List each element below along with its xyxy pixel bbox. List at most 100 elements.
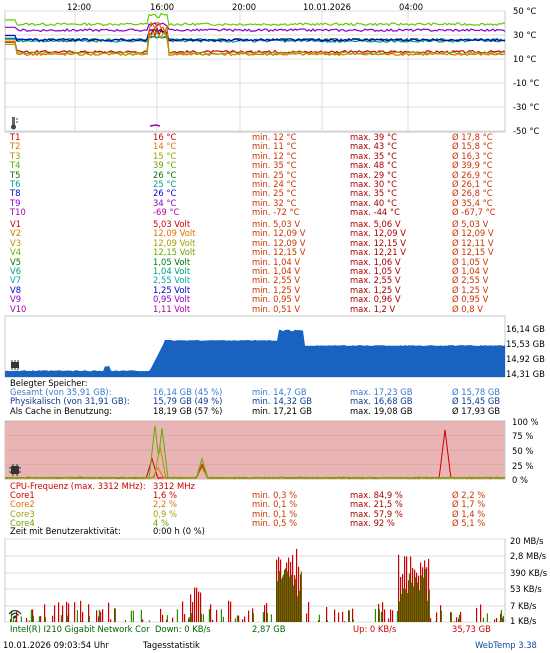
upload-bar [182,601,184,622]
download-bar [440,610,442,622]
temperature-min: min. 11 °C [252,141,297,152]
upload-bar [334,609,336,622]
time-label: 04:00 [399,2,424,12]
download-bar [266,612,268,622]
download-bar [418,590,420,622]
voltage-avg: Ø 12,15 V [452,247,494,258]
upload-bar [294,575,296,622]
memory-avg: Ø 15,45 GB [452,396,501,407]
upload-bar [230,601,232,622]
download-bar [14,619,16,622]
cpu-name: Core3 [10,508,35,519]
plot-area [4,10,506,133]
temperature-max: max. -44 °C [350,207,400,218]
y-label: -30 °C [513,102,540,112]
upload-bar [74,602,76,622]
voltage-max: max. 12,09 V [350,228,406,239]
voltage-min: min. 1,25 V [252,284,301,295]
upload-bar [98,616,100,622]
webtemp-brand[interactable]: WebTemp 3.38 [475,640,537,650]
upload-bar [228,600,230,622]
download-bar [482,617,484,622]
upload-bar [288,557,290,622]
download-bar [236,615,238,622]
daily-stats-link[interactable]: Tagesstatistik [143,640,200,650]
upload-bar [16,611,18,622]
voltage-avg: Ø 12,09 V [452,228,494,239]
cpu-frequency-label: CPU-Frequenz (max. 3312 MHz): [10,481,146,491]
upload-bar [248,610,250,622]
download-bar [166,615,168,622]
y-label: 25 % [512,461,534,471]
t9-line [5,22,506,33]
temperature-chart-svg [4,10,506,133]
upload-bar [216,609,218,622]
upload-bar [480,604,482,622]
upload-bar [172,617,174,622]
memory-min: min. 17,21 GB [252,405,312,416]
voltage-min: min. 12,09 V [252,228,306,239]
cpu-name: Core4 [10,518,35,529]
upload-bar [412,567,414,622]
upload-bar [308,602,310,622]
current-datetime: 10.01.2026 09:03:54 Uhr [3,640,109,650]
upload-bar [450,612,452,622]
temperature-avg: Ø 15,8 °C [452,141,493,152]
temperature-min: min. 24 °C [252,179,297,189]
download-bar [412,586,414,622]
download-bar [220,609,222,622]
download-bar [402,588,404,622]
temperature-max: max. 48 °C [350,160,397,171]
y-label: 1 KB/s [510,616,537,626]
upload-bar [460,611,462,622]
download-bar [148,620,150,622]
upload-bar [306,613,308,622]
upload-bar [284,570,286,622]
download-bar [10,610,12,622]
upload-bar [290,561,292,622]
upload-bar [114,608,116,622]
voltage-min: min. 1,04 V [252,266,301,276]
memory-max: max. 16,68 GB [350,396,413,407]
temperature-min: min. 12 °C [252,132,297,142]
temperature-cur: 26 °C [153,169,177,180]
download-bar [292,585,294,622]
voltage-name: V6 [10,266,22,276]
voltage-avg: Ø 0,95 V [452,294,489,305]
voltage-min: min. 12,09 V [252,237,306,248]
upload-bar [416,572,418,622]
thermometer-icon [11,117,18,130]
voltage-name: V1 [10,219,22,229]
voltage-min: min. 5,03 V [252,219,301,229]
download-bar [406,592,408,622]
y-label: 390 KB/s [510,568,548,578]
memory-min: min. 14,7 GB [252,387,307,397]
temperature-avg: Ø 35,4 °C [452,197,493,208]
temperature-max: max. 35 °C [350,150,397,161]
voltage-avg: Ø 2,55 V [452,275,489,286]
upload-bar [96,610,98,622]
download-bar [262,612,264,622]
voltage-cur: 1,05 Volt [153,256,191,267]
upload-bar [378,603,380,622]
download-bar [44,617,46,622]
upload-bar [162,614,164,622]
temperature-cur: 14 °C [153,141,177,152]
download-bar [296,596,298,622]
upload-bar [32,609,34,622]
download-bar [500,609,502,622]
voltage-name: V8 [10,284,22,295]
upload-bar [406,556,408,622]
upload-bar [292,555,294,622]
cpu-chart: 100 % 75 % 50 % 25 % 0 % [0,417,550,485]
upload-bar [318,620,320,622]
temperature-max: max. 29 °C [350,169,397,180]
download-bar [352,619,354,622]
temperature-name: T3 [10,150,21,161]
download-bar [428,589,430,622]
download-bar [38,616,40,622]
upload-bar [410,556,412,622]
temperature-cur: 15 °C [153,150,177,161]
download-bar [280,579,282,622]
time-label: 16:00 [150,2,175,12]
